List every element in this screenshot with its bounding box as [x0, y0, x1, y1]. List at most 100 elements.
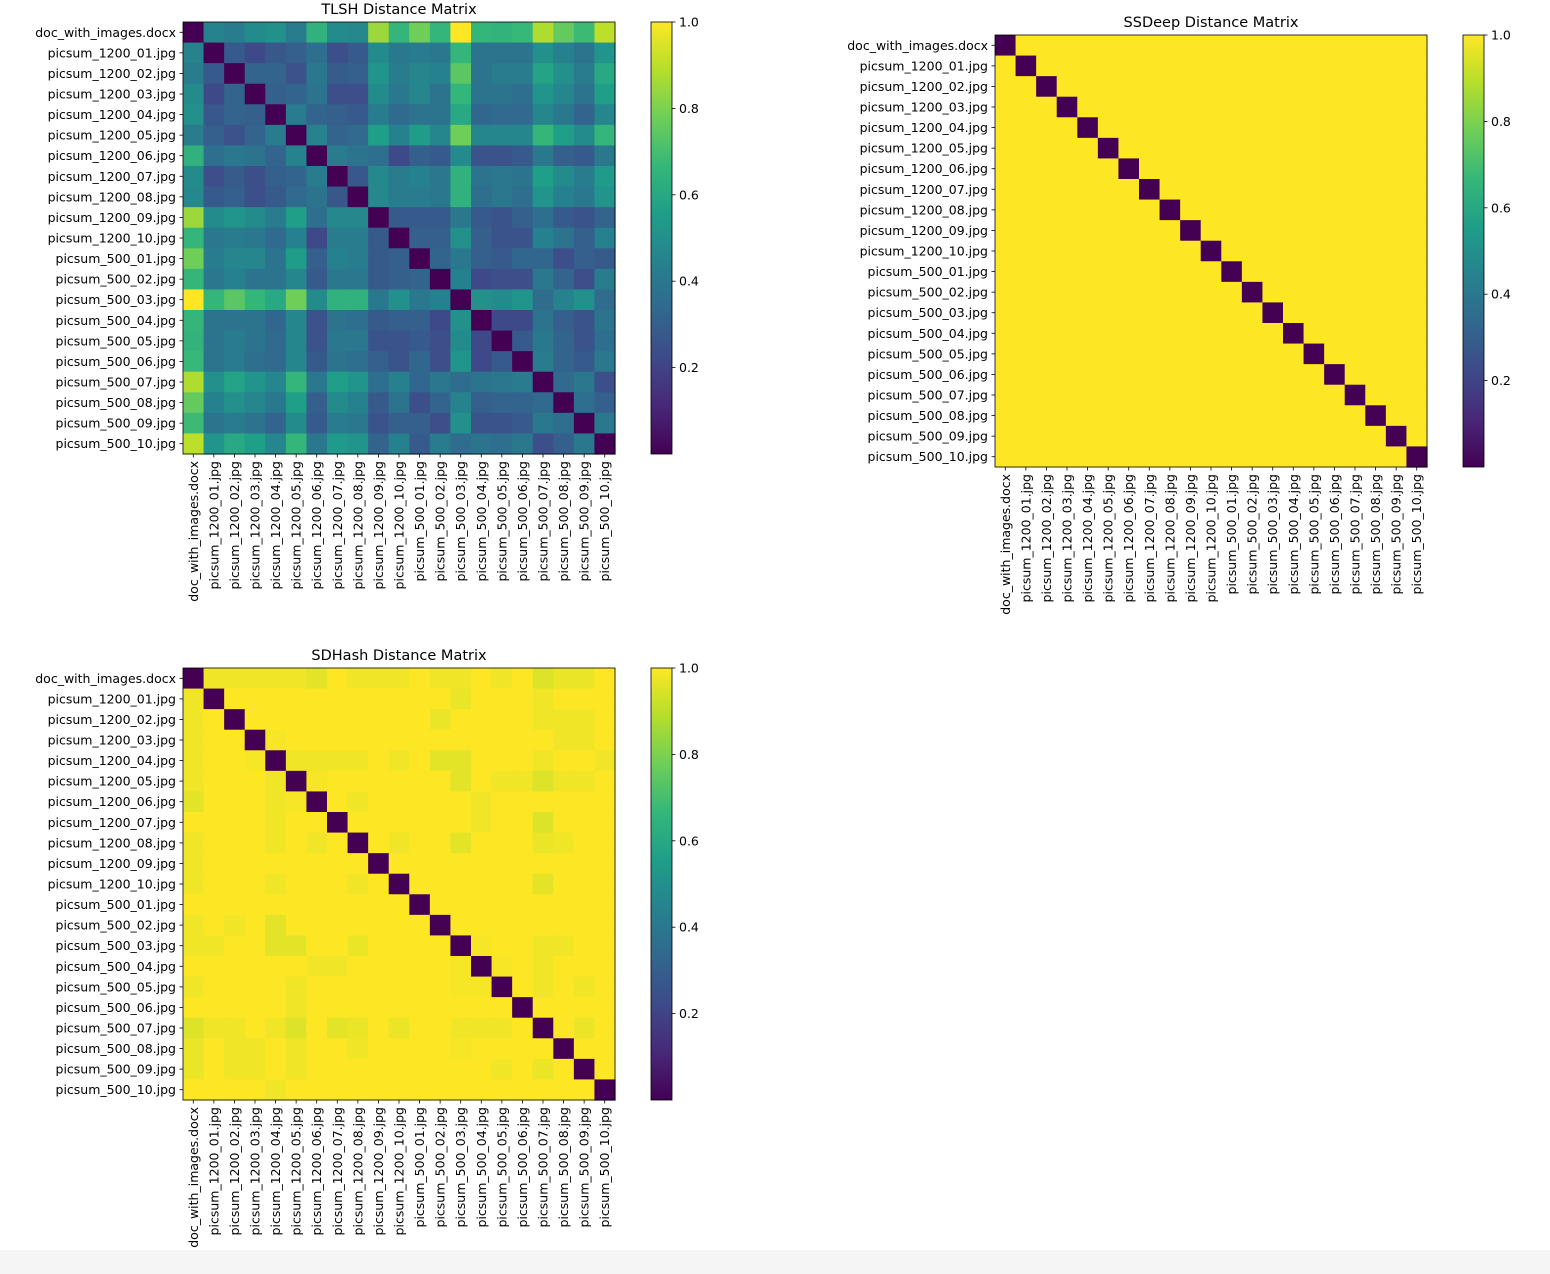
heatmap-cell	[203, 330, 225, 352]
heatmap-cell	[265, 853, 287, 875]
heatmap-cell	[1385, 364, 1408, 386]
heatmap-cell	[429, 812, 452, 834]
heatmap-cell	[327, 997, 349, 1019]
heatmap-cell	[224, 729, 246, 751]
heatmap-cell	[224, 1058, 246, 1081]
heatmap-cell	[327, 124, 349, 147]
heatmap-cell	[1344, 446, 1366, 468]
x-tick-label: picsum_500_10.jpg	[1409, 474, 1424, 594]
colorbar-tick-label: 0.6	[679, 187, 699, 202]
heatmap-cell	[1344, 158, 1366, 180]
x-tick-label: picsum_500_10.jpg	[597, 1107, 612, 1227]
heatmap-cell	[347, 268, 369, 291]
heatmap-cell	[553, 392, 575, 414]
heatmap-cell	[450, 894, 472, 916]
heatmap-cell	[1180, 281, 1202, 304]
heatmap-cell	[1056, 35, 1078, 57]
heatmap-cell	[429, 832, 452, 854]
heatmap-cell	[1221, 240, 1243, 262]
heatmap-cell	[388, 83, 410, 105]
heatmap-cell	[244, 351, 266, 373]
heatmap-cell	[1344, 343, 1366, 365]
x-tick-label: picsum_500_09.jpg	[577, 1107, 592, 1227]
heatmap-cell	[429, 227, 452, 249]
heatmap-cell	[995, 281, 1017, 304]
bottom-strip	[0, 1250, 1550, 1274]
heatmap-cell	[306, 433, 328, 455]
heatmap-cell	[1097, 199, 1120, 221]
heatmap-cell	[512, 186, 534, 208]
heatmap-cell	[450, 791, 472, 813]
heatmap-cell	[368, 791, 390, 813]
heatmap-cell	[1118, 137, 1140, 160]
heatmap-cell	[429, 392, 452, 414]
heatmap-cell	[183, 289, 205, 311]
heatmap-cell	[1324, 158, 1346, 180]
heatmap-cell	[429, 166, 452, 188]
heatmap-cell	[183, 412, 205, 435]
heatmap-cell	[224, 832, 246, 854]
heatmap-cell	[1406, 343, 1428, 365]
heatmap-cell	[388, 310, 410, 332]
heatmap-cell	[285, 22, 308, 44]
heatmap-cell	[306, 935, 328, 957]
heatmap-cell	[183, 935, 205, 957]
heatmap-cell	[491, 248, 513, 270]
heatmap-cell	[1262, 199, 1284, 221]
heatmap-cell	[1118, 117, 1140, 139]
heatmap-cell	[1241, 384, 1264, 406]
heatmap-cell	[1200, 76, 1222, 98]
heatmap-cell	[1365, 35, 1387, 57]
heatmap-cell	[347, 1038, 369, 1060]
heatmap-cell	[388, 853, 410, 875]
heatmap-cell	[1241, 364, 1264, 386]
colorbar-tick-label: 0.2	[1491, 373, 1511, 388]
heatmap-cell	[203, 310, 225, 332]
heatmap-cell	[409, 750, 431, 772]
heatmap-cell	[388, 104, 410, 126]
heatmap-cell	[1097, 302, 1120, 324]
heatmap-cell	[388, 997, 410, 1019]
heatmap-cell	[553, 166, 575, 188]
heatmap-cell	[224, 433, 246, 455]
heatmap-cell	[1344, 76, 1366, 98]
heatmap-cell	[203, 433, 225, 455]
heatmap-cell	[1365, 137, 1387, 160]
heatmap-cell	[224, 371, 246, 393]
y-tick-label: picsum_500_04.jpg	[868, 326, 988, 341]
heatmap-cell	[1283, 76, 1305, 98]
heatmap-cell	[553, 668, 575, 690]
heatmap-cell	[347, 371, 369, 393]
heatmap-cell	[1200, 425, 1222, 448]
heatmap-cell	[1241, 96, 1264, 118]
heatmap-cell	[409, 688, 431, 710]
heatmap-cell	[1159, 117, 1181, 139]
y-tick-label: picsum_1200_07.jpg	[860, 182, 988, 197]
heatmap-cell	[285, 873, 308, 895]
heatmap-cell	[532, 770, 554, 793]
heatmap-cell	[1056, 76, 1078, 98]
colorbar-tick-label: 0.8	[1491, 114, 1511, 129]
heatmap-cell	[244, 104, 266, 126]
heatmap-cell	[450, 997, 472, 1019]
heatmap-cell	[1344, 425, 1366, 448]
heatmap-cell	[368, 935, 390, 957]
x-tick-label: picsum_1200_08.jpg	[350, 461, 365, 589]
heatmap-cell	[388, 729, 410, 751]
heatmap-cell	[306, 289, 328, 311]
heatmap-cell	[1036, 302, 1058, 324]
heatmap-cell	[306, 853, 328, 875]
heatmap-cell	[285, 186, 308, 208]
heatmap-cell	[594, 688, 616, 710]
heatmap-cell	[512, 812, 534, 834]
heatmap-cell	[1200, 158, 1222, 180]
heatmap-cell	[1118, 35, 1140, 57]
heatmap-cell	[1344, 199, 1366, 221]
y-tick-label: picsum_500_02.jpg	[56, 918, 176, 933]
heatmap-cell	[285, 1058, 308, 1081]
heatmap-cell	[553, 104, 575, 126]
heatmap-cell	[1344, 302, 1366, 324]
heatmap-cell	[285, 289, 308, 311]
heatmap-cell	[429, 145, 452, 167]
heatmap-cell	[573, 268, 596, 291]
